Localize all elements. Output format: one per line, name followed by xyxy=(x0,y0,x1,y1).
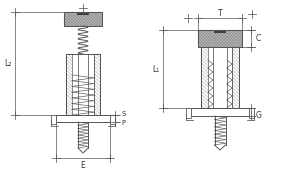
Bar xyxy=(51,115,56,124)
Bar xyxy=(198,30,242,47)
Bar xyxy=(56,115,110,122)
Bar xyxy=(66,54,100,115)
Bar xyxy=(232,47,239,108)
Bar xyxy=(201,47,208,108)
Bar xyxy=(72,54,94,115)
Bar xyxy=(249,108,254,118)
Bar xyxy=(191,108,249,116)
Bar xyxy=(94,54,100,115)
Text: E: E xyxy=(81,161,85,169)
Text: C: C xyxy=(256,34,261,43)
Bar xyxy=(186,108,191,118)
Bar xyxy=(64,12,102,26)
Text: L₂: L₂ xyxy=(4,59,12,68)
Bar xyxy=(201,47,208,108)
Bar xyxy=(66,54,72,115)
Bar xyxy=(198,30,242,47)
Bar xyxy=(208,47,232,108)
Text: L₁: L₁ xyxy=(152,64,160,74)
Bar xyxy=(64,12,102,26)
Text: T: T xyxy=(218,10,222,18)
Text: P: P xyxy=(121,120,125,126)
Text: G: G xyxy=(256,112,262,121)
Bar xyxy=(232,47,239,108)
Bar xyxy=(94,54,100,115)
Bar xyxy=(66,54,72,115)
Bar xyxy=(110,115,115,124)
Bar xyxy=(201,47,239,108)
Text: S: S xyxy=(121,111,126,117)
